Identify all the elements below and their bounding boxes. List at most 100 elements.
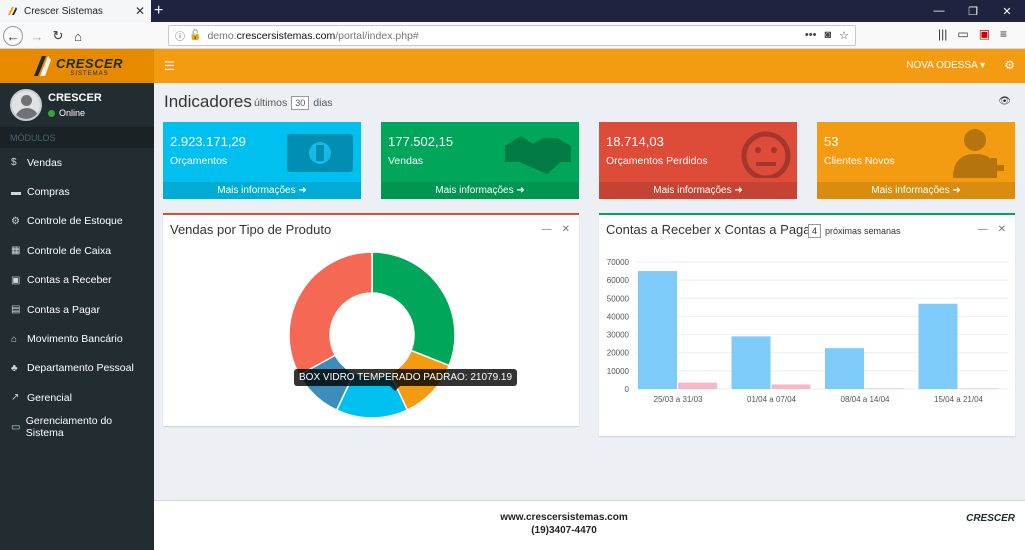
sidebar-item-1[interactable]: ▬ Compras [0, 177, 154, 206]
box-more-info-link[interactable]: Mais informações ➜ [381, 182, 579, 199]
forward-icon[interactable]: → [30, 28, 44, 44]
sidebar-item-7[interactable]: ♣ Departamento Pessoal [0, 354, 154, 383]
sidebar-toggle-icon[interactable]: ▭ [957, 27, 969, 41]
sidebar-item-0[interactable]: $ Vendas [0, 148, 154, 177]
y-tick-label: 20000 [607, 349, 630, 358]
period-prefix: últimos [254, 97, 288, 109]
donut-panel: Vendas por Tipo de Produto — ✕ BOX VIDRO … [163, 213, 579, 426]
settings-gears-icon[interactable]: ⚙ [1004, 58, 1015, 72]
box-orcamentos: 2.923.171,29 Orçamentos Mais informações… [163, 122, 361, 199]
box-clientes-novos: 53 Clientes Novos Mais informações ➜ [817, 122, 1015, 199]
sidebar-item-5[interactable]: ▤ Contas a Pagar [0, 295, 154, 324]
bar-series1-1[interactable] [771, 384, 811, 389]
sidebar-item-3[interactable]: ▦ Controle de Caixa [0, 236, 154, 265]
sidebar-toggle-button[interactable]: ☰ [164, 59, 175, 73]
collapse-icon[interactable]: — [977, 224, 988, 235]
menu-item-icon: ▭ [11, 421, 21, 433]
footer-site[interactable]: www.crescersistemas.com [500, 512, 628, 523]
content: Indicadores últimos 30 dias 👁 2.923.171,… [154, 83, 1025, 500]
box-orcamentos-perdidos: 18.714,03 Orçamentos Perdidos Mais infor… [599, 122, 797, 199]
reload-icon[interactable]: ↻ [52, 28, 64, 43]
menu-item-icon: ▦ [11, 245, 21, 257]
collapse-icon[interactable]: — [541, 224, 552, 235]
footer-logo: CRESCER [966, 513, 1015, 524]
x-tick-label: 08/04 a 14/04 [841, 395, 890, 404]
browser-navbar: ← → ↻ ⌂ ⓘ 🔓 demo. crescersistemas.com/por… [0, 22, 1025, 49]
new-tab-icon[interactable]: + [154, 2, 164, 19]
menu-icon[interactable]: ≡ [1000, 27, 1008, 41]
y-tick-label: 10000 [607, 367, 630, 376]
donut-slice-0[interactable] [371, 251, 456, 367]
close-icon[interactable]: ✕ [997, 224, 1006, 235]
neutral-face-icon [741, 131, 791, 178]
sidebar-item-2[interactable]: ⚙ Controle de Estoque [0, 207, 154, 236]
box-vendas: 177.502,15 Vendas Mais informações ➜ [381, 122, 579, 199]
crescer-favicon-icon [8, 7, 17, 15]
page-actions-icon[interactable]: ••• [804, 29, 817, 41]
y-tick-label: 60000 [607, 276, 630, 285]
url-bar[interactable]: ⓘ 🔓 demo. crescersistemas.com/portal/inde… [168, 25, 856, 46]
crescer-logo-icon [33, 56, 51, 76]
user-panel: CRESCER Online [0, 83, 154, 127]
y-tick-label: 30000 [607, 331, 630, 340]
bar-series0-0[interactable] [638, 271, 677, 389]
url-host: crescersistemas.com [236, 29, 336, 42]
restore-icon[interactable]: ❐ [968, 5, 978, 18]
bookmark-star-icon[interactable]: ☆ [839, 30, 849, 42]
box-label: Clientes Novos [824, 155, 895, 167]
browser-tab[interactable]: Crescer Sistemas ✕ [0, 0, 151, 22]
pocket-icon[interactable]: ◙ [824, 29, 832, 41]
menu-item-icon: ↗ [11, 392, 20, 404]
box-value: 2.923.171,29 [170, 134, 246, 149]
sidebar-item-8[interactable]: ↗ Gerencial [0, 383, 154, 412]
box-value: 18.714,03 [606, 134, 664, 149]
bar-series1-0[interactable] [678, 382, 717, 389]
footer: www.crescersistemas.com (19)3407-4470 CR… [154, 500, 1025, 550]
period-suffix: dias [313, 97, 333, 109]
page-title: Indicadores [164, 92, 252, 111]
weeks-input[interactable]: 4 [808, 224, 822, 238]
donut-slice-4[interactable] [288, 251, 373, 377]
logo-subtext: SISTEMAS [70, 70, 109, 77]
extension-icon[interactable]: ▣ [978, 27, 991, 41]
menu-header: MÓDULOS [0, 127, 154, 148]
bar-series0-1[interactable] [731, 336, 771, 389]
sidebar-item-4[interactable]: ▣ Contas a Receber [0, 266, 154, 295]
tab-title: Crescer Sistemas [24, 5, 103, 17]
close-icon[interactable]: ✕ [561, 224, 570, 235]
bar-series1-2[interactable] [865, 388, 904, 389]
donut-panel-title: Vendas por Tipo de Produto [170, 222, 332, 237]
logo[interactable]: CRESCER SISTEMAS [0, 49, 154, 83]
url-prefix: demo. [207, 29, 237, 42]
minimize-icon[interactable]: — [933, 5, 945, 17]
menu-item-icon: ▣ [11, 274, 21, 286]
box-more-info-link[interactable]: Mais informações ➜ [599, 182, 797, 199]
period-selector: últimos 30 dias [254, 96, 333, 110]
box-more-info-link[interactable]: Mais informações ➜ [163, 182, 361, 199]
city-selector[interactable]: NOVA ODESSA ▾ [906, 60, 985, 71]
sidebar-item-6[interactable]: ⌂ Movimento Bancário [0, 324, 154, 353]
insecure-lock-icon[interactable]: 🔓 [189, 30, 202, 41]
menu-item-icon: ♣ [11, 362, 18, 374]
period-days-input[interactable]: 30 [291, 96, 310, 110]
library-icon[interactable]: ||| [938, 27, 948, 41]
box-label: Orçamentos Perdidos [606, 155, 708, 167]
bar-series0-2[interactable] [825, 348, 864, 389]
window-close-icon[interactable]: ✕ [1002, 5, 1012, 18]
bar-series0-3[interactable] [918, 303, 958, 389]
sidebar-item-label: Movimento Bancário [27, 333, 123, 346]
bar-series1-3[interactable] [958, 388, 998, 389]
back-icon[interactable]: ← [3, 26, 23, 46]
eye-icon[interactable]: 👁 [998, 96, 1011, 107]
sidebar: CRESCER SISTEMAS CRESCER Online MÓDULOS … [0, 49, 154, 550]
online-dot-icon [48, 109, 55, 117]
weeks-selector: 4 próximas semanas [808, 224, 901, 238]
tab-close-icon[interactable]: ✕ [134, 4, 145, 18]
home-icon[interactable]: ⌂ [74, 28, 82, 44]
sidebar-item-label: Compras [27, 186, 70, 199]
info-icon[interactable]: ⓘ [175, 32, 185, 43]
menu-item-icon: $ [11, 157, 17, 169]
browser-tabbar: Crescer Sistemas ✕ + — ❐ ✕ [0, 0, 1025, 22]
sidebar-item-9[interactable]: ▭ Gerenciamento do Sistema [0, 413, 154, 442]
box-more-info-link[interactable]: Mais informações ➜ [817, 182, 1015, 199]
